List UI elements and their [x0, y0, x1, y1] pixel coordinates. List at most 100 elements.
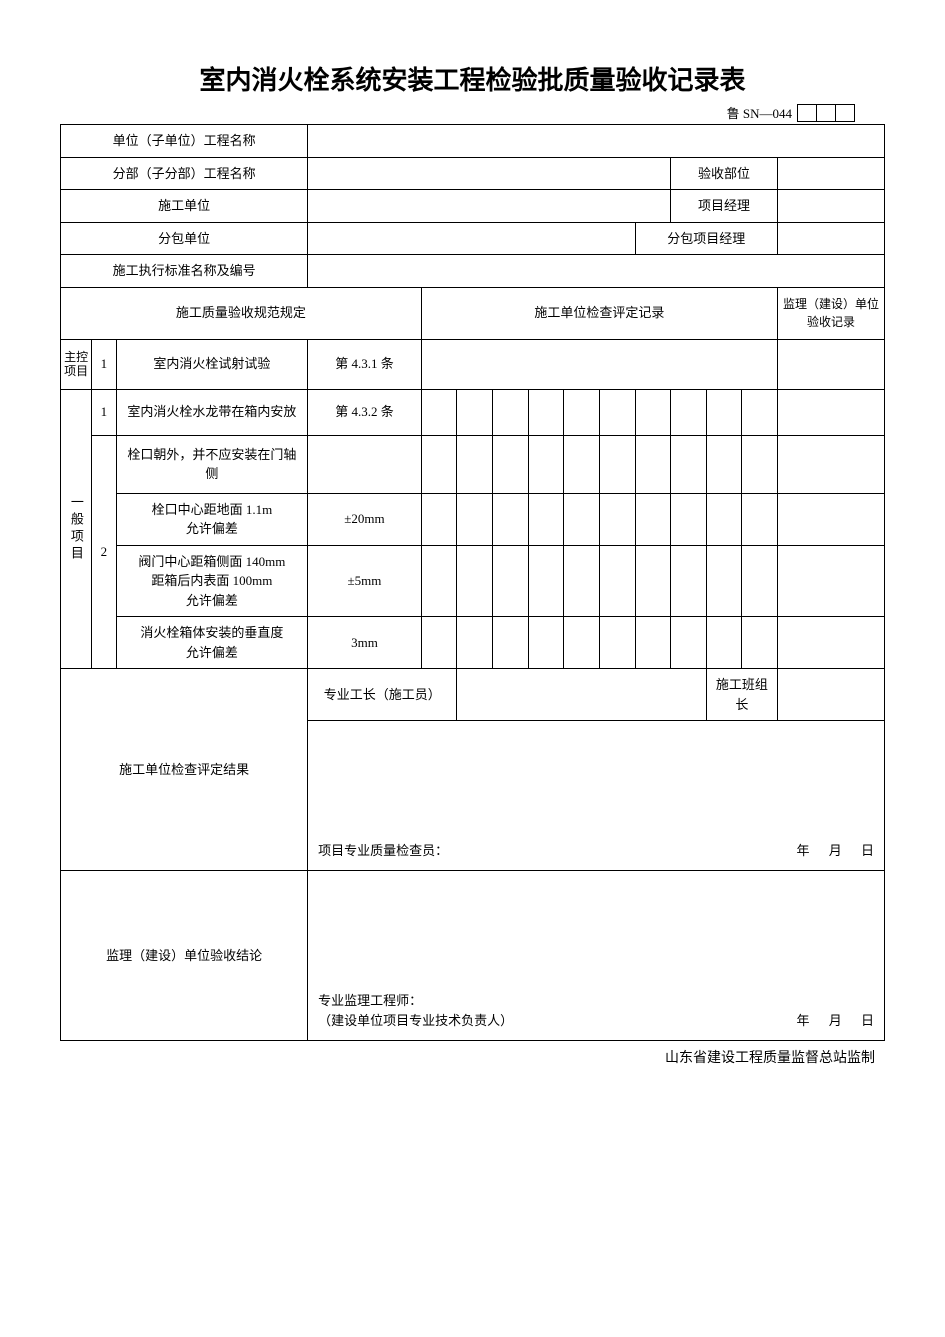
foreman-value: [457, 669, 706, 721]
gen-sub-4-clause: 3mm: [308, 617, 422, 669]
gen-2c-supervise: [778, 545, 885, 617]
gen-2d-supervise: [778, 617, 885, 669]
gen-2c-c4: [528, 545, 564, 617]
gen-2d-c6: [599, 617, 635, 669]
gen-2c-c9: [706, 545, 742, 617]
general-group-label: 一般项目: [61, 389, 92, 669]
gen-1-c8: [671, 389, 707, 435]
gen-2b-c4: [528, 493, 564, 545]
header-row-4: 分包单位 分包项目经理: [61, 222, 885, 255]
gen-2c-c6: [599, 545, 635, 617]
standard-label: 施工执行标准名称及编号: [61, 255, 308, 288]
main-control-row-1: 主控项目 1 室内消火栓试射试验 第 4.3.1 条: [61, 339, 885, 389]
construction-unit-value: [308, 190, 671, 223]
general-row-2c: 阀门中心距箱侧面 140mm 距箱后内表面 100mm 允许偏差 ±5mm: [61, 545, 885, 617]
gen-1-c9: [706, 389, 742, 435]
number-box-2: [816, 104, 836, 122]
doc-number-row: 鲁 SN—044: [60, 103, 885, 122]
gen-item-1-desc: 室内消火栓水龙带在箱内安放: [116, 389, 308, 435]
gen-2a-c1: [421, 435, 457, 493]
gen-sub-2-desc: 栓口中心距地面 1.1m 允许偏差: [116, 493, 308, 545]
gen-2c-c8: [671, 545, 707, 617]
gen-1-c2: [457, 389, 493, 435]
general-row-2d: 消火栓箱体安装的垂直度 允许偏差 3mm: [61, 617, 885, 669]
gen-2b-c10: [742, 493, 778, 545]
supervise-date: 年 月 日: [780, 1011, 874, 1031]
gen-2d-c5: [564, 617, 600, 669]
gen-2a-c5: [564, 435, 600, 493]
spec-header: 施工质量验收规范规定: [61, 287, 422, 339]
supervise-result-label: 监理（建设）单位验收结论: [61, 871, 308, 1041]
general-row-2a: 2 栓口朝外，并不应安装在门轴 侧: [61, 435, 885, 493]
gen-sub-3-clause: ±5mm: [308, 545, 422, 617]
gen-2d-c8: [671, 617, 707, 669]
project-manager-label: 项目经理: [671, 190, 778, 223]
subdivision-project-name-value: [308, 157, 671, 190]
mc-item-1-num: 1: [92, 339, 116, 389]
gen-1-c7: [635, 389, 671, 435]
gen-2a-c3: [493, 435, 529, 493]
page-title: 室内消火栓系统安装工程检验批质量验收记录表: [60, 60, 885, 97]
main-control-group-label: 主控项目: [61, 339, 92, 389]
team-leader-label: 施工班组长: [706, 669, 777, 721]
gen-2d-c1: [421, 617, 457, 669]
header-row-2: 分部（子分部）工程名称 验收部位: [61, 157, 885, 190]
gen-item-2-num: 2: [92, 435, 116, 669]
gen-2d-c7: [635, 617, 671, 669]
gen-2d-c2: [457, 617, 493, 669]
gen-2a-c4: [528, 435, 564, 493]
doc-number-label: 鲁 SN—044: [727, 103, 792, 122]
header-row-1: 单位（子单位）工程名称: [61, 125, 885, 158]
header-row-3: 施工单位 项目经理: [61, 190, 885, 223]
gen-2c-c10: [742, 545, 778, 617]
general-row-2b: 栓口中心距地面 1.1m 允许偏差 ±20mm: [61, 493, 885, 545]
project-manager-value: [778, 190, 885, 223]
acceptance-part-value: [778, 157, 885, 190]
gen-2b-c3: [493, 493, 529, 545]
section-header-row: 施工质量验收规范规定 施工单位检查评定记录 监理（建设）单位验收记录: [61, 287, 885, 339]
subcontract-unit-value: [308, 222, 635, 255]
gen-2b-c2: [457, 493, 493, 545]
gen-2d-c9: [706, 617, 742, 669]
gen-2a-c8: [671, 435, 707, 493]
gen-2b-supervise: [778, 493, 885, 545]
gen-sub-3-desc: 阀门中心距箱侧面 140mm 距箱后内表面 100mm 允许偏差: [116, 545, 308, 617]
gen-2a-c10: [742, 435, 778, 493]
gen-2c-c3: [493, 545, 529, 617]
foreman-label: 专业工长（施工员）: [308, 669, 457, 721]
check-record-header: 施工单位检查评定记录: [421, 287, 777, 339]
gen-sub-4-desc: 消火栓箱体安装的垂直度 允许偏差: [116, 617, 308, 669]
gen-2c-c5: [564, 545, 600, 617]
gen-1-c10: [742, 389, 778, 435]
gen-2a-c7: [635, 435, 671, 493]
unit-project-name-label: 单位（子单位）工程名称: [61, 125, 308, 158]
check-date: 年 月 日: [780, 841, 874, 861]
gen-2a-c9: [706, 435, 742, 493]
gen-1-c3: [493, 389, 529, 435]
mc-item-1-check: [421, 339, 777, 389]
gen-1-c1: [421, 389, 457, 435]
check-signer-label: 项目专业质量检查员：: [318, 841, 448, 861]
header-row-5: 施工执行标准名称及编号: [61, 255, 885, 288]
general-row-1: 一般项目 1 室内消火栓水龙带在箱内安放 第 4.3.2 条: [61, 389, 885, 435]
gen-2b-c6: [599, 493, 635, 545]
subcontract-unit-label: 分包单位: [61, 222, 308, 255]
supervise-result-row: 监理（建设）单位验收结论 专业监理工程师： （建设单位项目专业技术负责人） 年 …: [61, 871, 885, 1041]
gen-2d-c10: [742, 617, 778, 669]
gen-1-c4: [528, 389, 564, 435]
subdivision-project-name-label: 分部（子分部）工程名称: [61, 157, 308, 190]
acceptance-part-label: 验收部位: [671, 157, 778, 190]
gen-sub-1-desc: 栓口朝外，并不应安装在门轴 侧: [116, 435, 308, 493]
check-result-label: 施工单位检查评定结果: [61, 669, 308, 871]
supervise-signature-block: 专业监理工程师： （建设单位项目专业技术负责人） 年 月 日: [308, 871, 885, 1041]
mc-item-1-desc: 室内消火栓试射试验: [116, 339, 308, 389]
subcontract-pm-value: [778, 222, 885, 255]
gen-sub-1-clause: [308, 435, 422, 493]
gen-2c-c2: [457, 545, 493, 617]
gen-2d-c4: [528, 617, 564, 669]
y1: 年: [796, 843, 809, 858]
mc-item-1-supervise: [778, 339, 885, 389]
number-box-1: [797, 104, 817, 122]
d1: 日: [861, 843, 874, 858]
unit-project-name-value: [308, 125, 885, 158]
